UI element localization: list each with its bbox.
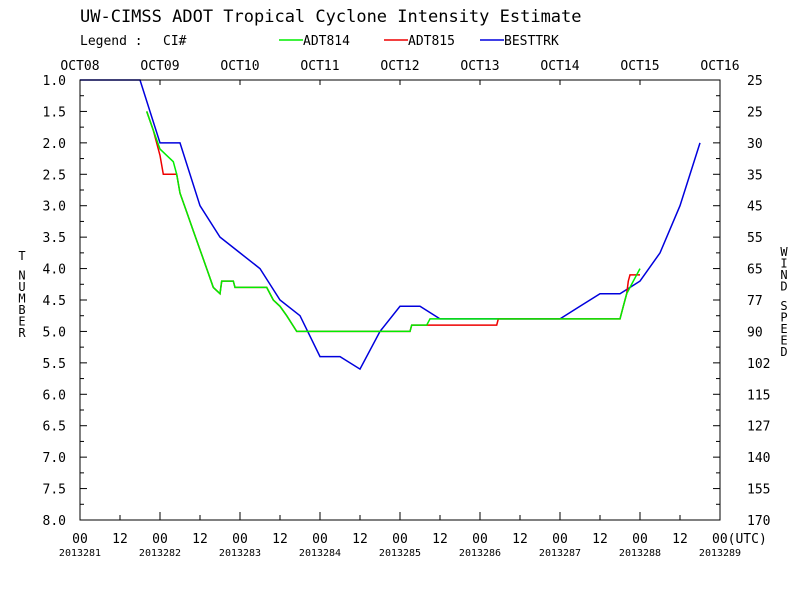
- x-date-label: 2013289: [699, 548, 741, 559]
- top-date-axis: OCT08 OCT09 OCT10 OCT11 OCT12 OCT13 OCT14 OCT15…: [60, 59, 740, 85]
- y-right-tick-label: 115: [747, 388, 770, 403]
- y-left-tick-label: 6.5: [43, 420, 66, 435]
- x-tick-label: 12: [352, 532, 368, 547]
- y-right-tick-label: 90: [747, 325, 763, 340]
- x-tick-label: 00: [552, 532, 568, 547]
- x-date-label: 2013284: [299, 548, 341, 559]
- x-date-label: 2013288: [619, 548, 661, 559]
- x-tick-label: 12: [112, 532, 128, 547]
- y-right-tick-label: 170: [747, 514, 770, 529]
- y-left-tick-label: 5.5: [43, 357, 66, 372]
- top-date-label: OCT11: [300, 59, 339, 74]
- y-right-tick-label: 65: [747, 263, 763, 278]
- left-t-number-axis: 1.0 1.5 2.0 2.5 3.0 3.5 4.0 4.5 5.0 5.5 6.0 6.5 7.0 7…: [43, 74, 87, 529]
- y-left-tick-label: 7.5: [43, 483, 66, 498]
- y-left-tick-label: 5.0: [43, 325, 66, 340]
- y-left-tick-label: 7.0: [43, 451, 66, 466]
- x-tick-label: 12: [272, 532, 288, 547]
- x-date-label: 2013286: [459, 548, 501, 559]
- x-date-label: 2013282: [139, 548, 181, 559]
- y-right-tick-label: 45: [747, 200, 763, 215]
- x-tick-label: 00: [392, 532, 408, 547]
- y-left-tick-label: 8.0: [43, 514, 66, 529]
- top-date-label: OCT12: [380, 59, 419, 74]
- x-tick-label: 12: [672, 532, 688, 547]
- y-right-tick-label: 25: [747, 105, 763, 120]
- y-left-tick-label: 2.0: [43, 137, 66, 152]
- bottom-time-axis: 00 12 00 12 00 12 00 12 00 12 00 12 00 12 00 12 00(UTC)2…: [59, 512, 767, 559]
- y-left-tick-label: 6.0: [43, 388, 66, 403]
- x-date-label: 2013285: [379, 548, 421, 559]
- legend-entry-adt815: ADT815: [408, 34, 455, 49]
- x-tick-label: 12: [192, 532, 208, 547]
- x-tick-label: 12: [592, 532, 608, 547]
- x-tick-label: 00: [472, 532, 488, 547]
- right-wind-speed-axis: 25 25 30 35 45 55 65 77 90 102 115 127 140 155 170: [713, 74, 770, 529]
- x-tick-label: 00: [72, 532, 88, 547]
- top-date-label: OCT08: [60, 59, 99, 74]
- top-date-label: OCT16: [700, 59, 739, 74]
- top-date-label: OCT09: [140, 59, 179, 74]
- top-date-label: OCT10: [220, 59, 259, 74]
- x-tick-label: 00: [152, 532, 168, 547]
- legend: ADT814 ADT815 BESTTRK: [279, 34, 559, 49]
- legend-ci-label: CI#: [163, 34, 187, 49]
- plot-frame: [79, 79, 721, 521]
- x-date-label: 2013281: [59, 548, 101, 559]
- y-right-tick-label: 127: [747, 420, 770, 435]
- x-tick-label: 00: [632, 532, 648, 547]
- x-tick-label: 00: [232, 532, 248, 547]
- y-right-tick-label: 30: [747, 137, 763, 152]
- axis-titles: T N U M B E R W I N D S P E E D: [18, 245, 788, 359]
- y-left-tick-label: 2.5: [43, 168, 66, 183]
- x-date-label: 2013287: [539, 548, 581, 559]
- top-date-label: OCT13: [460, 59, 499, 74]
- y-left-tick-label: 4.0: [43, 263, 66, 278]
- y-left-tick-label: 3.5: [43, 231, 66, 246]
- top-date-label: OCT14: [540, 59, 579, 74]
- y-right-tick-label: 77: [747, 294, 763, 309]
- y-left-tick-label: 4.5: [43, 294, 66, 309]
- y-right-tick-label: 155: [747, 483, 770, 498]
- series-line-besttrk: [80, 79, 701, 371]
- series-line-adt814: [145, 111, 641, 333]
- legend-entry-adt814: ADT814: [303, 34, 350, 49]
- legend-entry-besttrk: BESTTRK: [504, 34, 559, 49]
- x-tick-label: 00: [312, 532, 328, 547]
- series-line-adt815: [145, 111, 640, 333]
- x-tick-label: 12: [512, 532, 528, 547]
- y-left-tick-label: 1.5: [43, 105, 66, 120]
- series-lines: [80, 79, 701, 371]
- x-tick-label: 00(UTC): [712, 532, 767, 547]
- y-right-tick-label: 102: [747, 357, 770, 372]
- top-date-label: OCT15: [620, 59, 659, 74]
- x-date-label: 2013283: [219, 548, 261, 559]
- y-right-tick-label: 140: [747, 451, 770, 466]
- y-right-tick-label: 55: [747, 231, 763, 246]
- x-tick-label: 12: [432, 532, 448, 547]
- legend-label: Legend :: [80, 34, 143, 49]
- y-right-tick-label: 25: [747, 74, 763, 89]
- y-left-tick-label: 3.0: [43, 200, 66, 215]
- y-left-tick-label: 1.0: [43, 74, 66, 89]
- y-right-tick-label: 35: [747, 168, 763, 183]
- chart-title: UW-CIMSS ADOT Tropical Cyclone Intensity…: [80, 7, 582, 27]
